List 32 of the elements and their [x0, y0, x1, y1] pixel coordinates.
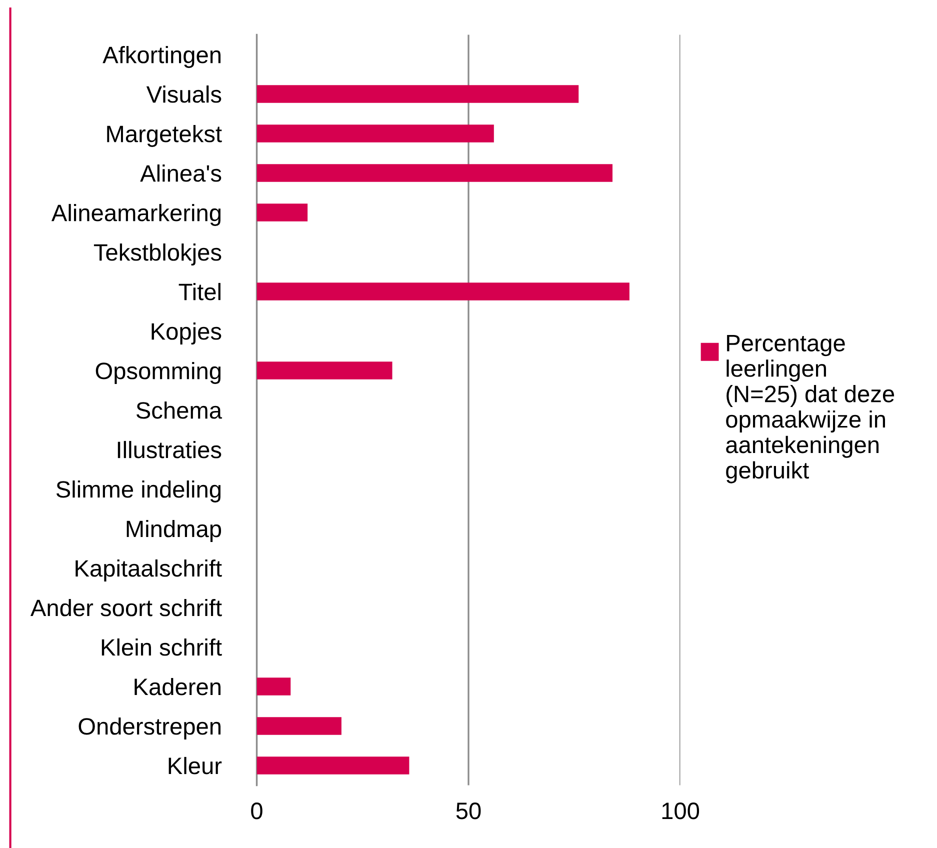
y-tick-label: Klein schrift [102, 638, 222, 656]
bar [256, 362, 392, 380]
y-tick-label: Alineamarkering [51, 204, 221, 226]
y-tick-label: Onderstrepen [78, 717, 220, 740]
bar [256, 678, 291, 696]
y-tick-label: Kaderen [134, 678, 220, 696]
y-tick-label: Slimme indeling [56, 480, 220, 502]
x-tick-label: 50 [456, 802, 481, 820]
y-tick-label: Mindmap [126, 520, 222, 542]
y-tick-label: Kopjes [152, 322, 222, 344]
y-tick-label: Afkortingen [102, 46, 220, 68]
y-tick-label: Illustraties [118, 440, 222, 458]
x-tick-label: 0 [251, 802, 262, 820]
bar [256, 204, 308, 222]
y-tick-label: Kapitaalschrift [76, 559, 222, 582]
y-tick-label: Ander soort schrift [30, 598, 222, 616]
y-tick-label: Titel [178, 282, 220, 300]
bar [256, 164, 612, 182]
y-tick-label: Tekstblokjes [94, 243, 222, 266]
bar [256, 756, 410, 774]
y-tick-label: Kleur [168, 756, 222, 774]
legend-label: Percentage leerlingen (N=25) dat deze opmaakwijze in aantekeningen gebruikt [726, 335, 894, 484]
bar [256, 282, 630, 300]
bar [256, 85, 579, 103]
y-tick-label: Visuals [146, 85, 222, 103]
y-tick-label: Margetekst [107, 124, 222, 147]
bar [256, 717, 342, 735]
y-tick-label: Alinea's [140, 164, 222, 182]
y-tick-label: Opsomming [96, 362, 220, 384]
y-tick-label: Schema [136, 401, 222, 419]
x-tick-label: 100 [662, 802, 700, 820]
bar [256, 124, 494, 142]
